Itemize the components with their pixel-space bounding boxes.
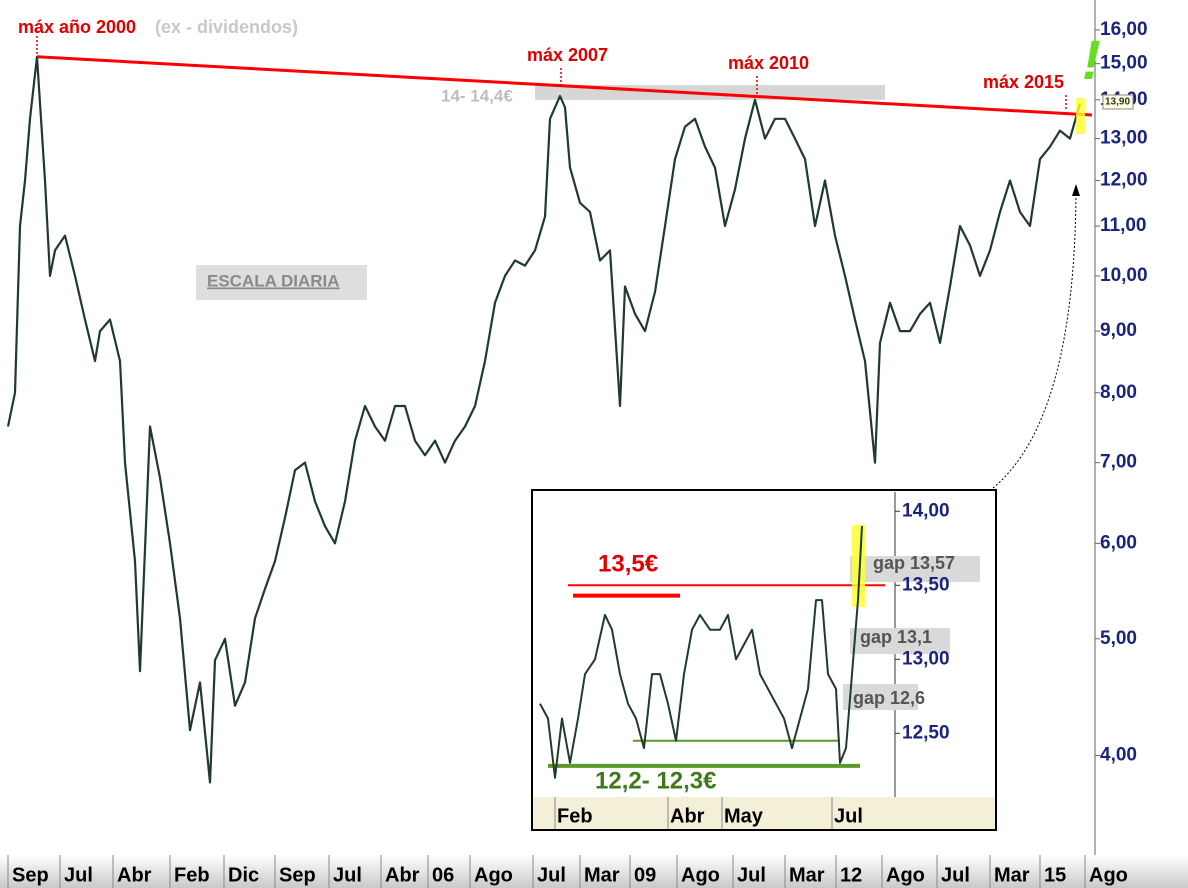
annotation: máx 2010 (728, 53, 809, 73)
y-tick-label: 13,00 (1100, 128, 1148, 149)
main-chart: 4,00 5,00 6,00 7,00 8,00 9,00 10,00 11,00 12,00 1… (6, 17, 1148, 888)
annotation: máx 2015 (983, 72, 1064, 92)
price-line (6, 55, 1082, 784)
arrow-head (1072, 184, 1080, 196)
x-tick-label: Jul (941, 864, 970, 886)
annotation: (ex - dividendos) (155, 17, 298, 37)
gap-box (850, 556, 980, 582)
x-tick-label: Abr (117, 864, 152, 886)
y-tick-label: 7,00 (1100, 452, 1137, 473)
x-tick-label: Ago (1089, 864, 1128, 886)
y-tick-label: 14,00 (902, 500, 950, 521)
annotation: gap 13,57 (873, 553, 955, 573)
y-tick-label: 12,00 (1100, 170, 1148, 191)
x-tick-label: 06 (432, 864, 454, 886)
y-tick-label: 10,00 (1100, 265, 1148, 286)
x-tick-label: Abr (670, 805, 705, 827)
price-tag-box (1102, 94, 1134, 110)
annotation: 13,90 (1105, 97, 1130, 108)
annotation: 13,5€ (598, 550, 658, 577)
annotation: 14- 14,4€ (441, 86, 513, 105)
resistance-line (36, 55, 1093, 117)
x-tick-label: Feb (557, 805, 593, 827)
y-tick-label: 13,00 (902, 648, 950, 669)
annotation: ! (1082, 28, 1101, 91)
y-tick-label: 8,00 (1100, 382, 1137, 403)
arrow (992, 189, 1077, 489)
x-tick-label: 09 (634, 864, 656, 886)
y-tick-label: 9,00 (1100, 320, 1137, 341)
x-tick-label: Jul (333, 864, 362, 886)
annotation: gap 12,6 (853, 688, 925, 708)
x-tick-label: Sep (279, 864, 316, 886)
price-line (539, 526, 863, 779)
gap-box (843, 684, 918, 710)
y-tick-label: 4,00 (1100, 745, 1137, 766)
x-tick-label: Jul (834, 805, 863, 827)
x-tick-label: Mar (789, 864, 825, 886)
x-tick-label: Jul (64, 864, 93, 886)
x-tick-label: May (724, 805, 764, 827)
y-tick-label: 6,00 (1100, 532, 1137, 553)
annotation: gap 13,1 (860, 627, 932, 647)
y-tick-label: 15,00 (1100, 53, 1148, 74)
y-tick-label: 13,50 (902, 574, 950, 595)
gap-box (850, 628, 950, 654)
annotation: máx año 2000 (18, 17, 136, 37)
annotation: máx 2007 (527, 45, 608, 65)
x-tick-label: Abr (385, 864, 420, 886)
x-tick-label: Ago (474, 864, 513, 886)
annotation: ESCALA DIARIA (207, 271, 340, 290)
x-tick-label: Mar (584, 864, 620, 886)
x-tick-label: Jul (537, 864, 566, 886)
x-tick-label: Dic (228, 864, 259, 886)
x-tick-label: Feb (174, 864, 210, 886)
x-tick-label: Mar (994, 864, 1030, 886)
highlight (1076, 98, 1085, 134)
inset-chart: 12,50 13,00 13,50 14,00 Feb Abr May Jul 13,5€ 12,… (531, 489, 997, 831)
y-tick-label: 5,00 (1100, 628, 1137, 649)
y-tick-label: 12,50 (902, 722, 950, 743)
inset-frame (531, 489, 997, 831)
x-tick-label: Ago (886, 864, 925, 886)
x-tick-label: 15 (1044, 864, 1066, 886)
x-tick-label: Jul (737, 864, 766, 886)
y-tick-label: 16,00 (1100, 19, 1148, 40)
label-box (196, 265, 367, 300)
x-tick-label: Sep (12, 864, 49, 886)
x-tick-label: Ago (681, 864, 720, 886)
x-tick-label: 12 (840, 864, 862, 886)
annotation: 12,2- 12,3€ (595, 767, 716, 794)
y-tick-label: 11,00 (1100, 215, 1147, 236)
inset-x-band (533, 797, 995, 829)
